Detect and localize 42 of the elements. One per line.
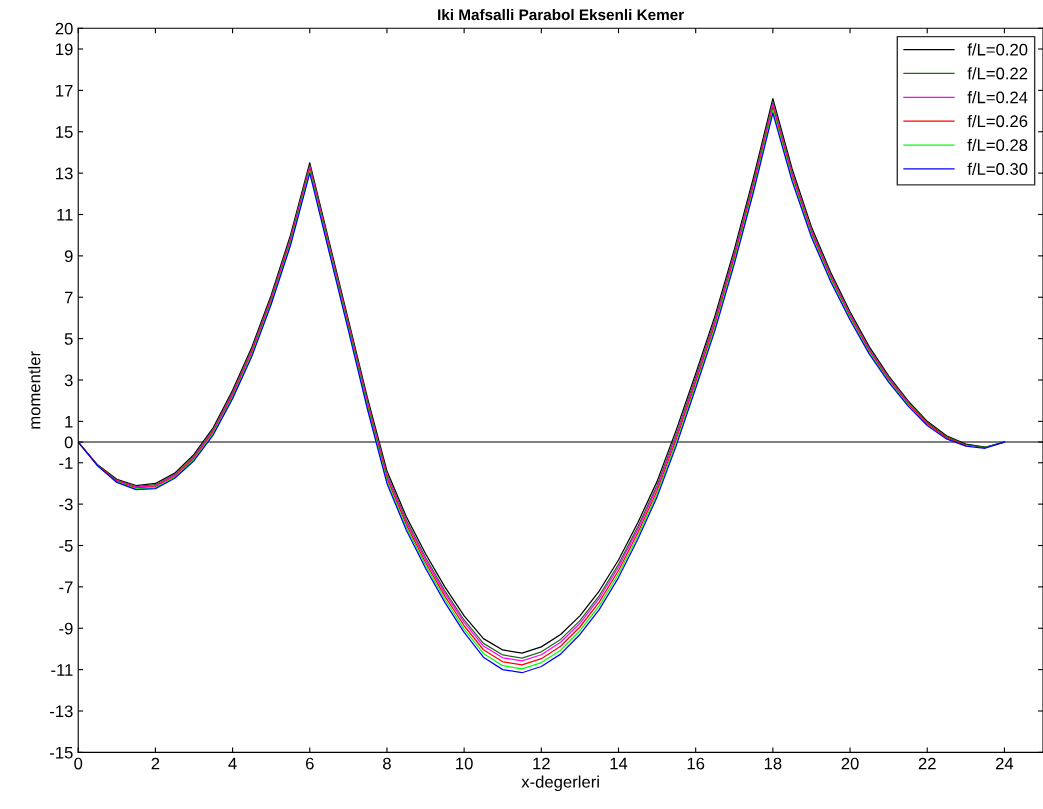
y-tick-label: -1 bbox=[59, 457, 73, 469]
y-tick-label: 9 bbox=[64, 250, 73, 263]
legend-label: f/L=0.26 bbox=[967, 114, 1028, 128]
x-axis-title: x-degerleri bbox=[521, 775, 599, 792]
y-tick-label: 17 bbox=[56, 84, 73, 97]
y-tick-label: 15 bbox=[56, 126, 73, 138]
x-tick-label: 20 bbox=[841, 757, 859, 770]
y-tick-label: -13 bbox=[50, 705, 73, 718]
x-tick-label: 0 bbox=[74, 757, 83, 770]
y-tick-label: -15 bbox=[50, 746, 73, 759]
y-tick-label: -11 bbox=[51, 664, 73, 676]
x-tick-label: 4 bbox=[228, 757, 237, 770]
legend-label: f/L=0.22 bbox=[967, 67, 1028, 80]
y-tick-label: 13 bbox=[56, 167, 73, 180]
y-tick-label: 20 bbox=[55, 22, 73, 35]
x-tick-label: 6 bbox=[305, 757, 314, 770]
y-tick-label: 11 bbox=[57, 209, 73, 221]
x-tick-label: 22 bbox=[918, 757, 936, 770]
x-tick-label: 8 bbox=[383, 757, 391, 770]
y-axis-title: momentler bbox=[28, 351, 41, 429]
x-tick-label: 14 bbox=[610, 757, 628, 770]
chart-title: Iki Mafsalli Parabol Eksenli Kemer bbox=[438, 8, 684, 21]
y-tick-label: 1 bbox=[65, 415, 73, 428]
legend-label: f/L=0.30 bbox=[967, 162, 1028, 175]
x-tick-label: 10 bbox=[456, 757, 473, 770]
y-tick-label: -9 bbox=[59, 622, 73, 635]
x-tick-label: 12 bbox=[533, 757, 550, 770]
legend-label: f/L=0.24 bbox=[967, 91, 1028, 104]
y-tick-label: 3 bbox=[64, 374, 73, 387]
y-tick-label: -7 bbox=[59, 581, 73, 593]
y-tick-label: -3 bbox=[59, 498, 73, 511]
y-tick-label: 7 bbox=[64, 291, 73, 304]
legend-label: f/L=0.28 bbox=[967, 138, 1028, 152]
y-tick-label: 0 bbox=[64, 436, 73, 449]
y-tick-label: -5 bbox=[59, 540, 73, 552]
y-tick-label: 5 bbox=[64, 333, 73, 345]
x-tick-label: 16 bbox=[687, 757, 705, 770]
x-tick-label: 2 bbox=[151, 757, 160, 770]
x-tick-label: 24 bbox=[995, 757, 1014, 770]
x-tick-label: 18 bbox=[764, 757, 782, 770]
legend-label: f/L=0.20 bbox=[967, 43, 1028, 56]
y-tick-label: 19 bbox=[56, 43, 73, 56]
